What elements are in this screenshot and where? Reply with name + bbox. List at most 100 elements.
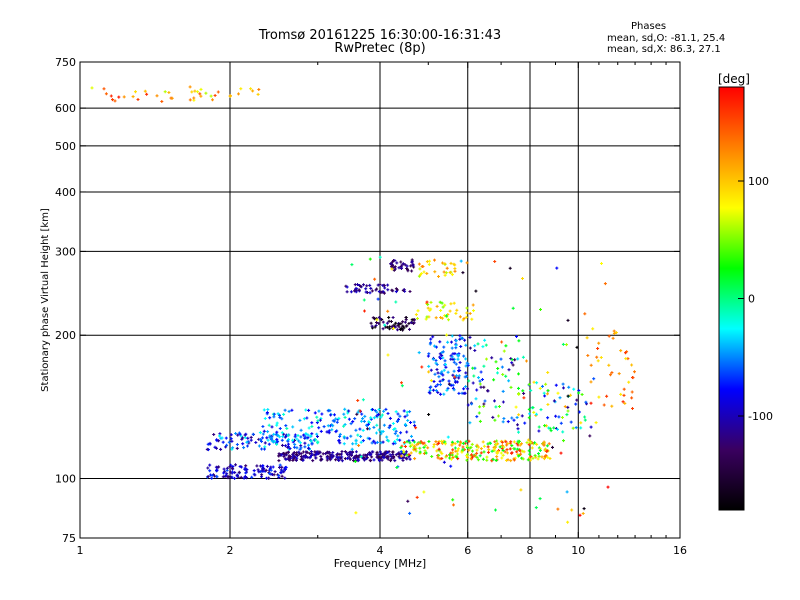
- data-point: [343, 407, 347, 411]
- data-point: [229, 475, 233, 479]
- y-tick-label: 400: [55, 186, 76, 199]
- data-point: [242, 476, 246, 480]
- data-point: [384, 407, 388, 411]
- data-point: [461, 271, 465, 275]
- data-point: [527, 407, 531, 411]
- x-tick-label: 10: [571, 544, 585, 557]
- data-point: [297, 450, 301, 454]
- data-point: [479, 370, 483, 374]
- data-point: [299, 428, 303, 432]
- data-point: [377, 408, 381, 411]
- data-point: [413, 424, 417, 428]
- data-point: [458, 334, 462, 338]
- data-point: [319, 429, 323, 433]
- data-point: [406, 499, 410, 503]
- data-point: [453, 352, 457, 356]
- data-point: [438, 300, 442, 304]
- data-point: [390, 324, 394, 328]
- data-point: [277, 452, 281, 456]
- data-point: [316, 440, 320, 444]
- data-point: [454, 343, 458, 347]
- data-point: [442, 270, 446, 274]
- data-point: [440, 316, 444, 320]
- data-point: [602, 403, 606, 407]
- data-point: [257, 470, 261, 474]
- data-point: [263, 417, 267, 420]
- data-point: [489, 441, 492, 445]
- data-point: [465, 444, 469, 448]
- data-point: [465, 458, 469, 462]
- data-point: [404, 445, 407, 448]
- data-point: [299, 446, 303, 450]
- y-tick-label: 100: [55, 473, 76, 486]
- data-point: [447, 379, 451, 383]
- data-point: [545, 444, 549, 448]
- data-point: [102, 87, 106, 91]
- data-point: [386, 353, 390, 357]
- data-point: [528, 452, 532, 456]
- data-point: [624, 351, 627, 355]
- data-point: [410, 443, 414, 447]
- data-point: [448, 309, 452, 313]
- data-point: [272, 473, 276, 477]
- data-point: [630, 396, 634, 400]
- data-point: [259, 438, 262, 442]
- data-point: [546, 403, 550, 406]
- data-point: [217, 439, 221, 443]
- data-point: [394, 410, 398, 414]
- data-point: [215, 438, 219, 442]
- data-point: [325, 430, 329, 434]
- data-point: [263, 441, 267, 445]
- data-point: [356, 399, 360, 402]
- data-point: [495, 451, 499, 455]
- data-point: [437, 453, 441, 457]
- data-point: [437, 275, 440, 278]
- data-point: [251, 432, 255, 436]
- data-point: [276, 412, 280, 416]
- data-point: [500, 440, 504, 444]
- data-point: [516, 447, 520, 451]
- data-point: [405, 410, 409, 414]
- data-point: [192, 96, 196, 100]
- data-point: [381, 440, 385, 444]
- data-point: [369, 321, 373, 325]
- data-point: [486, 389, 490, 393]
- data-point: [111, 98, 114, 102]
- data-point: [520, 414, 524, 418]
- data-point: [515, 450, 519, 454]
- data-point: [206, 466, 210, 470]
- data-point: [131, 95, 135, 99]
- data-point: [415, 495, 419, 499]
- data-point: [425, 315, 429, 319]
- data-point: [600, 262, 603, 265]
- data-point: [427, 413, 431, 416]
- data-point: [358, 409, 362, 413]
- data-point: [304, 455, 308, 459]
- data-point: [265, 436, 269, 440]
- data-point: [535, 442, 539, 446]
- data-point: [475, 448, 479, 452]
- data-point: [454, 311, 458, 315]
- data-point: [574, 402, 578, 406]
- data-point: [392, 428, 396, 431]
- data-point: [342, 412, 346, 416]
- data-point: [280, 438, 284, 442]
- data-point: [525, 441, 529, 445]
- x-tick-label: 16: [673, 544, 687, 557]
- data-point: [517, 413, 521, 417]
- data-point: [398, 438, 402, 442]
- data-point: [283, 453, 287, 457]
- data-point: [395, 466, 399, 469]
- data-point: [404, 456, 408, 460]
- data-point: [429, 379, 433, 383]
- data-point: [307, 446, 310, 450]
- data-point: [456, 357, 460, 361]
- data-point: [559, 421, 563, 425]
- data-point: [315, 415, 319, 419]
- data-point: [538, 386, 542, 390]
- data-point: [493, 260, 497, 263]
- data-point: [205, 447, 209, 451]
- data-point: [470, 317, 474, 321]
- data-point: [487, 450, 490, 454]
- data-point: [426, 446, 430, 450]
